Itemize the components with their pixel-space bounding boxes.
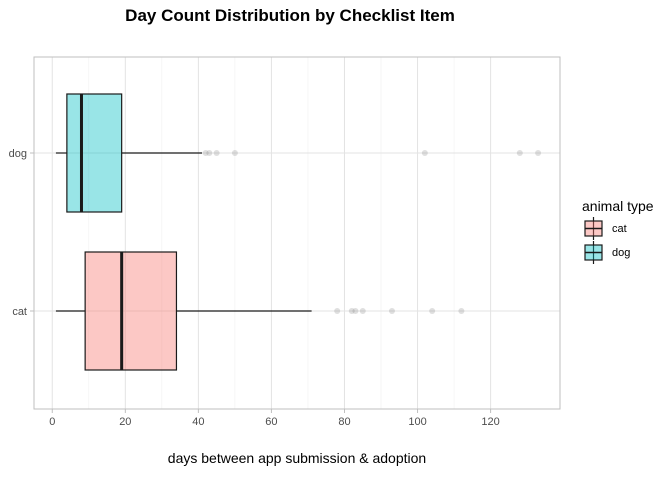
y-tick-label: cat [12, 306, 27, 318]
legend: animal type cat dog [582, 198, 654, 264]
x-tick-label: 40 [192, 416, 204, 428]
outlier-point [535, 150, 542, 156]
outlier-point [359, 308, 366, 314]
x-tick-label: 120 [481, 416, 499, 428]
legend-title: animal type [582, 198, 654, 214]
outlier-point [458, 308, 465, 314]
chart-title: Day Count Distribution by Checklist Item [125, 6, 455, 25]
outlier-point [202, 150, 209, 156]
legend-entry-cat: cat [584, 217, 627, 240]
x-tick-label: 100 [408, 416, 426, 428]
box-dog [55, 93, 542, 213]
outlier-point [352, 308, 359, 314]
outlier-point [516, 150, 523, 156]
x-tick-label: 20 [119, 416, 131, 428]
x-axis-label: days between app submission & adoption [168, 450, 426, 466]
box-iqr [84, 251, 178, 371]
outlier-point [231, 150, 238, 156]
outlier-point [429, 308, 436, 314]
outlier-point [421, 150, 428, 156]
y-tick-label: dog [9, 148, 27, 160]
outlier-point [206, 150, 213, 156]
x-tick-label: 0 [49, 416, 55, 428]
box-cat [55, 251, 465, 371]
outlier-point [213, 150, 220, 156]
outlier-point [388, 308, 395, 314]
outlier-point [334, 308, 341, 314]
legend-label: cat [612, 223, 627, 235]
x-axis-ticks: 0 20 40 60 80 100 120 [49, 409, 500, 428]
x-tick-label: 60 [265, 416, 277, 428]
legend-label: dog [612, 247, 630, 259]
y-axis-ticks: dog cat [9, 148, 34, 318]
boxes [55, 93, 542, 371]
x-tick-label: 80 [338, 416, 350, 428]
outlier-point [348, 308, 355, 314]
plot-border [33, 56, 561, 410]
box-iqr [66, 93, 123, 213]
legend-entry-dog: dog [584, 241, 630, 264]
